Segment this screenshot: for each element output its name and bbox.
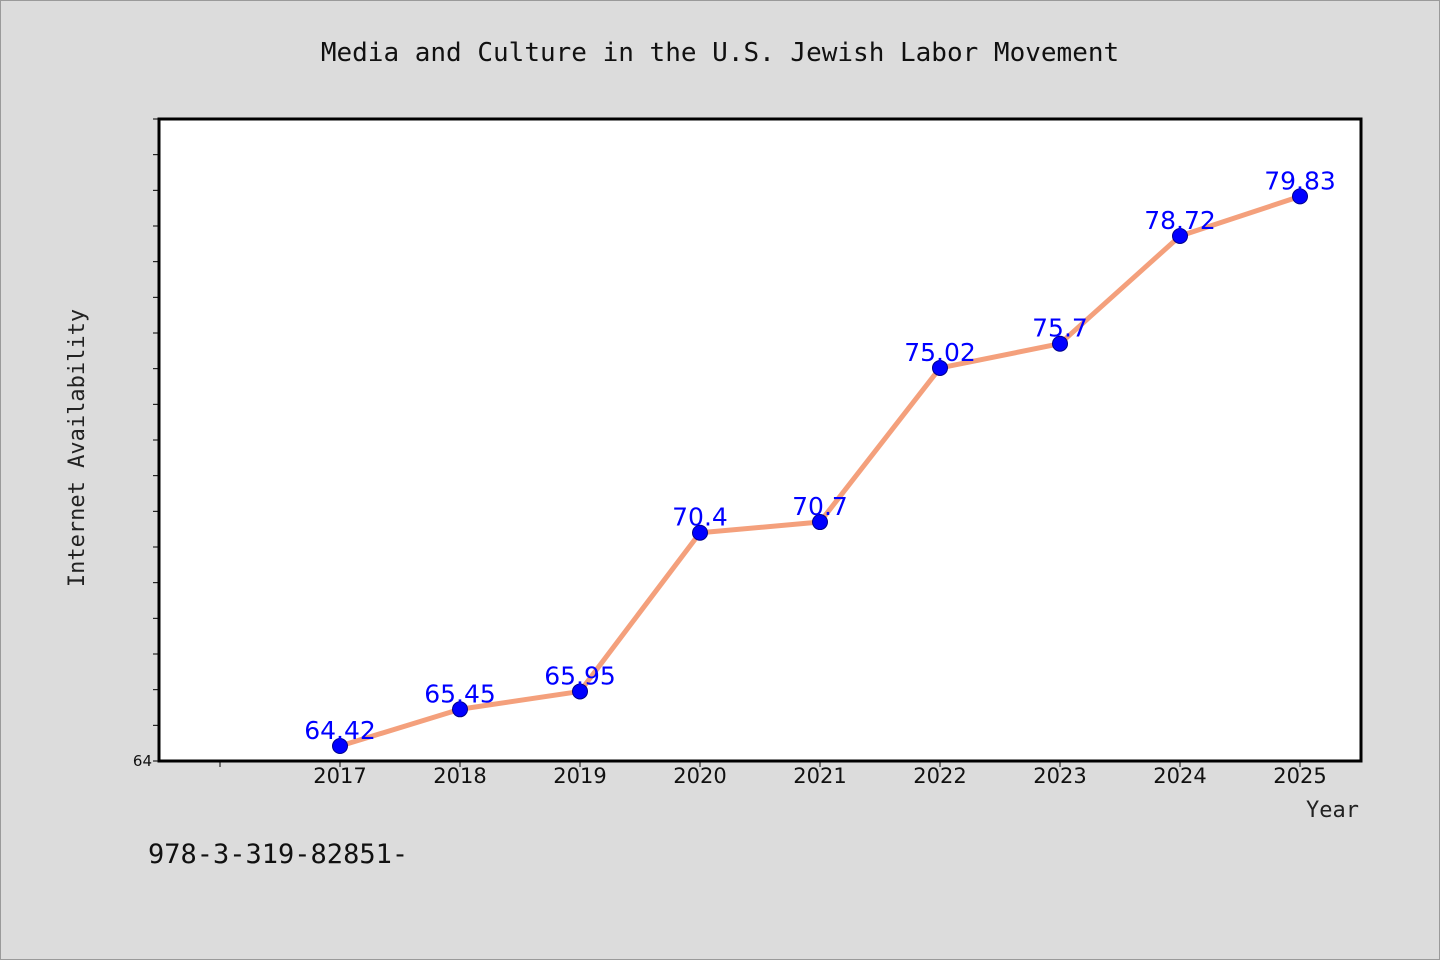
data-point [1052,335,1068,352]
data-label: 78.72 [1144,206,1216,235]
data-point [572,683,588,700]
x-tick-label: 2024 [1153,764,1206,788]
data-label: 79.83 [1264,166,1336,195]
data-label: 70.4 [672,503,728,532]
x-tick-label: 2018 [433,764,486,788]
data-point [332,738,348,755]
x-axis-ticks: 2017 2018 2019 2020 2021 2022 2023 2024 2025 [219,761,1327,788]
data-point [1292,188,1308,205]
y-axis-label: Internet Availability [65,309,90,587]
x-tick-label: 2025 [1273,764,1326,788]
data-label: 75.7 [1032,314,1088,343]
x-tick-label: 2020 [673,764,726,788]
x-axis-label: Year [1306,798,1359,823]
plot-area [157,117,1363,763]
data-label: 64.42 [304,716,376,745]
data-label: 75.02 [904,338,976,367]
data-label: 65.45 [424,679,496,708]
data-point [932,359,948,376]
data-point [1172,227,1188,244]
data-label-layer: 64.42 65.45 65.95 70.4 70.7 75.02 75.7 78.72 79.… [304,166,1336,745]
footer-code: 978-3-319-82851- [148,839,408,870]
series-layer [332,188,1308,755]
data-point [452,701,468,718]
x-tick-label: 2021 [793,764,846,788]
data-point [692,524,708,541]
y-axis-ticks: 64 [133,118,159,770]
chart-title: Media and Culture in the U.S. Jewish Lab… [321,38,1119,68]
data-label: 70.7 [792,492,848,521]
x-tick-label: 2019 [553,764,606,788]
data-label: 65.95 [544,661,616,690]
y-tick-label: 64 [133,752,152,770]
x-tick-label: 2022 [913,764,966,788]
x-tick-label: 2017 [313,764,366,788]
data-point [812,514,828,531]
x-tick-label: 2023 [1033,764,1086,788]
